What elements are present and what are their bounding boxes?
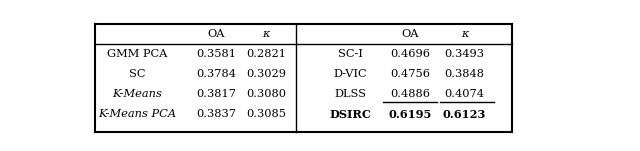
Text: K-Means PCA: K-Means PCA [98, 109, 176, 119]
Text: SC-I: SC-I [338, 49, 363, 59]
Text: 0.6123: 0.6123 [443, 109, 486, 120]
Text: 0.4696: 0.4696 [390, 49, 430, 59]
Text: GMM PCA: GMM PCA [107, 49, 167, 59]
Text: κ: κ [461, 29, 468, 39]
Text: 0.4756: 0.4756 [390, 69, 430, 79]
Text: 0.3029: 0.3029 [246, 69, 286, 79]
Text: OA: OA [401, 29, 419, 39]
Text: DLSS: DLSS [334, 89, 366, 99]
Text: OA: OA [207, 29, 225, 39]
Text: D-VIC: D-VIC [333, 69, 367, 79]
Text: 0.3080: 0.3080 [246, 89, 286, 99]
Text: SC: SC [129, 69, 145, 79]
Text: 0.3581: 0.3581 [196, 49, 236, 59]
Text: 0.3848: 0.3848 [444, 69, 484, 79]
Text: 0.3817: 0.3817 [196, 89, 236, 99]
Text: 0.3837: 0.3837 [196, 109, 236, 119]
Text: κ: κ [262, 29, 269, 39]
Text: 0.3085: 0.3085 [246, 109, 286, 119]
Text: 0.2821: 0.2821 [246, 49, 286, 59]
Text: 0.6195: 0.6195 [388, 109, 431, 120]
Text: DSIRC: DSIRC [330, 109, 371, 120]
Text: K-Means: K-Means [112, 89, 162, 99]
Text: 0.4886: 0.4886 [390, 89, 430, 99]
Text: 0.3784: 0.3784 [196, 69, 236, 79]
Text: 0.4074: 0.4074 [444, 89, 484, 99]
Text: 0.3493: 0.3493 [444, 49, 484, 59]
